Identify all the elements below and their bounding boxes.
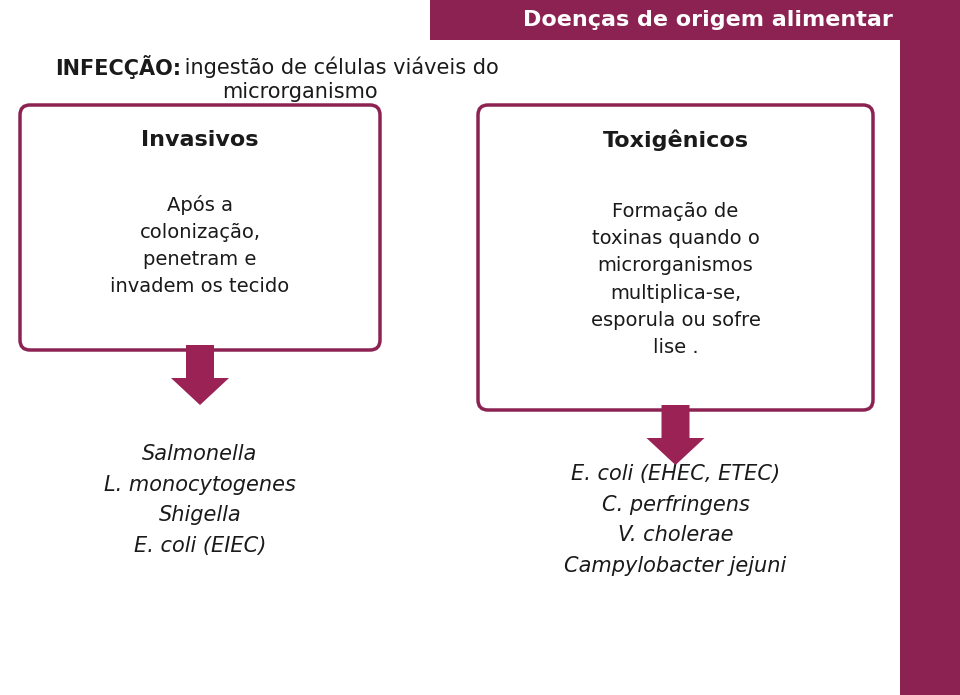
Text: Formação de
toxinas quando o
microrganismos
multiplica-se,
esporula ou sofre
lis: Formação de toxinas quando o microrganis…: [590, 202, 760, 357]
Text: Toxigênicos: Toxigênicos: [603, 129, 749, 151]
FancyBboxPatch shape: [900, 0, 960, 695]
Polygon shape: [646, 405, 705, 465]
Polygon shape: [171, 345, 229, 405]
FancyBboxPatch shape: [430, 0, 900, 40]
Text: Salmonella
L. monocytogenes
Shigella
E. coli (EIEC): Salmonella L. monocytogenes Shigella E. …: [104, 444, 296, 555]
FancyBboxPatch shape: [20, 105, 380, 350]
Text: Doenças de origem alimentar: Doenças de origem alimentar: [523, 10, 893, 30]
Text: E. coli (EHEC, ETEC)
C. perfringens
V. cholerae
Campylobacter jejuni: E. coli (EHEC, ETEC) C. perfringens V. c…: [564, 464, 786, 575]
Text: ingestão de células viáveis do: ingestão de células viáveis do: [178, 56, 499, 78]
Text: INFECÇÃO:: INFECÇÃO:: [55, 55, 181, 79]
FancyBboxPatch shape: [478, 105, 873, 410]
Text: Após a
colonização,
penetram e
invadem os tecido: Após a colonização, penetram e invadem o…: [110, 195, 290, 296]
Text: Invasivos: Invasivos: [141, 130, 259, 150]
Text: microrganismo: microrganismo: [222, 82, 378, 102]
